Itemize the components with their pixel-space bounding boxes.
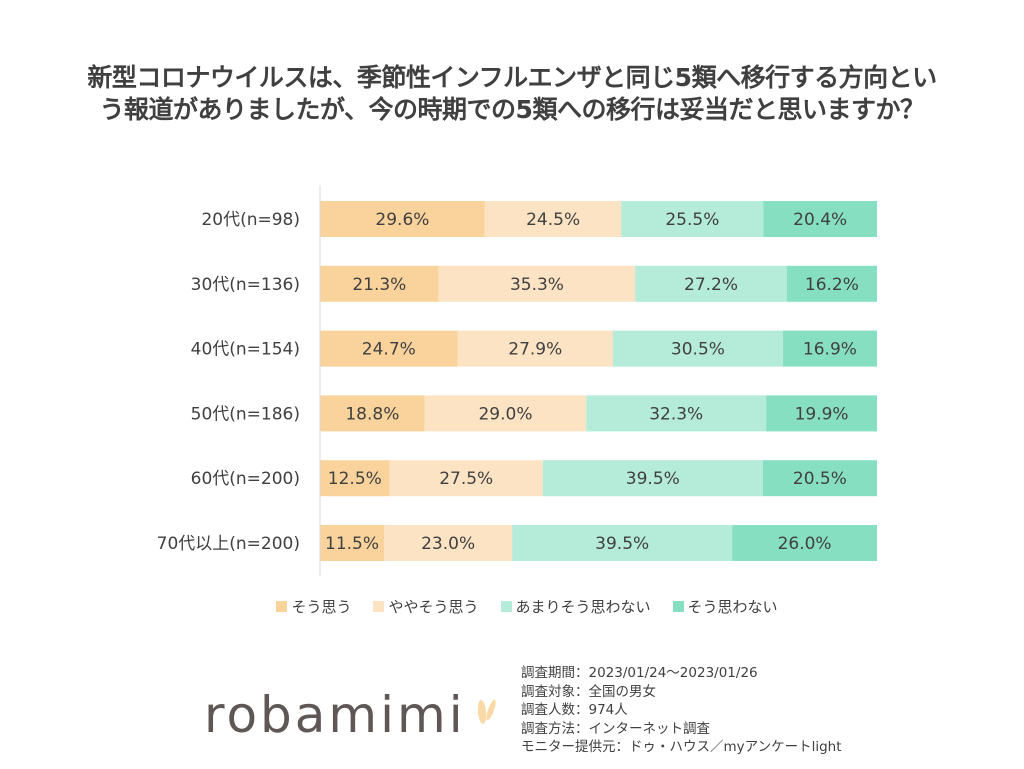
bar-segment bbox=[320, 525, 385, 561]
chart-title: 新型コロナウイルスは、季節性インフルエンザと同じ5類へ移行する方向とい う報道が… bbox=[0, 62, 1024, 126]
bar-segment bbox=[457, 330, 613, 367]
category-label: 70代以上(n=200) bbox=[157, 534, 300, 554]
bar-segment bbox=[424, 395, 587, 432]
data-label: 35.3% bbox=[510, 275, 564, 295]
bar-segment bbox=[763, 201, 877, 237]
robamimi-logo: robamimi bbox=[204, 686, 466, 744]
bar-segment bbox=[786, 265, 877, 302]
legend-label: そう思わない bbox=[687, 598, 778, 616]
legend-label: ややそう思う bbox=[388, 598, 479, 616]
data-label: 39.5% bbox=[626, 469, 680, 489]
bar-segment bbox=[612, 330, 783, 367]
legend-item: あまりそう思わない bbox=[500, 596, 651, 617]
bar-segment bbox=[484, 201, 622, 237]
data-label: 27.9% bbox=[508, 340, 562, 360]
data-label: 25.5% bbox=[665, 210, 719, 230]
data-label: 16.9% bbox=[803, 340, 857, 360]
data-label: 27.5% bbox=[439, 469, 493, 489]
survey-notes: 調査期間：2023/01/24～2023/01/26 調査対象：全国の男女 調査… bbox=[521, 664, 842, 757]
legend-swatch bbox=[500, 601, 512, 612]
data-label: 18.8% bbox=[345, 404, 399, 424]
data-label: 32.3% bbox=[649, 404, 703, 424]
legend-item: ややそう思う bbox=[373, 596, 479, 617]
data-label: 30.5% bbox=[671, 340, 725, 360]
data-label: 23.0% bbox=[421, 534, 475, 554]
category-label: 50代(n=186) bbox=[191, 404, 300, 424]
legend: そう思う ややそう思う あまりそう思わない そう思わない bbox=[0, 596, 1024, 617]
data-label: 26.0% bbox=[778, 534, 832, 554]
legend-label: あまりそう思わない bbox=[515, 598, 651, 616]
bar-segment bbox=[766, 395, 877, 432]
bar-segment bbox=[320, 460, 390, 497]
note-period: 調査期間：2023/01/24～2023/01/26 bbox=[521, 665, 758, 681]
data-label: 16.2% bbox=[805, 275, 859, 295]
legend-label: そう思う bbox=[291, 598, 352, 616]
data-label: 20.4% bbox=[793, 210, 847, 230]
data-label: 24.7% bbox=[362, 340, 416, 360]
data-label: 24.5% bbox=[526, 210, 580, 230]
legend-swatch bbox=[373, 601, 385, 612]
category-label: 20代(n=98) bbox=[201, 210, 300, 230]
data-label: 27.2% bbox=[684, 275, 738, 295]
legend-swatch bbox=[672, 601, 684, 612]
bar-segment bbox=[732, 525, 877, 561]
bar-segment bbox=[320, 395, 425, 432]
stacked-bar-chart: 20代(n=98) 29.6% 24.5% 25.5% 20.4% 30代(n=136) 2… bbox=[157, 185, 877, 576]
note-count: 調査人数：974人 bbox=[521, 702, 628, 718]
bar-segment bbox=[635, 265, 787, 302]
bar-segment bbox=[621, 201, 764, 237]
bar-segment bbox=[438, 265, 636, 302]
note-provider: モニター提供元：ドゥ・ハウス／myアンケートlight bbox=[521, 739, 842, 755]
data-label: 20.5% bbox=[793, 469, 847, 489]
bar-segment bbox=[389, 460, 543, 497]
rabbit-ear-logo-icon bbox=[477, 699, 496, 724]
data-label: 11.5% bbox=[325, 534, 379, 554]
note-target: 調査対象：全国の男女 bbox=[521, 683, 656, 700]
category-label: 40代(n=154) bbox=[191, 340, 300, 360]
data-label: 39.5% bbox=[595, 534, 649, 554]
category-label: 30代(n=136) bbox=[191, 275, 300, 295]
data-label: 21.3% bbox=[352, 275, 406, 295]
data-label: 19.9% bbox=[795, 404, 849, 424]
bar-segment bbox=[384, 525, 513, 561]
legend-swatch bbox=[276, 601, 288, 612]
title-line-1: 新型コロナウイルスは、季節性インフルエンザと同じ5類へ移行する方向とい bbox=[87, 63, 937, 92]
data-label: 29.0% bbox=[478, 404, 532, 424]
legend-item: そう思わない bbox=[672, 596, 778, 617]
bar-segment bbox=[762, 460, 877, 497]
bar-segment bbox=[782, 330, 877, 367]
legend-item: そう思う bbox=[276, 596, 351, 617]
bar-segment bbox=[320, 265, 439, 302]
bar-segment bbox=[320, 330, 458, 367]
bar-segment bbox=[320, 201, 485, 237]
title-line-2: う報道がありましたが、今の時期での5類への移行は妥当だと思いますか？ bbox=[99, 95, 925, 124]
note-method: 調査方法：インターネット調査 bbox=[521, 720, 710, 737]
data-label: 12.5% bbox=[328, 469, 382, 489]
bar-segment bbox=[586, 395, 767, 432]
category-label: 60代(n=200) bbox=[191, 469, 300, 489]
data-label: 29.6% bbox=[375, 210, 429, 230]
bar-segment bbox=[542, 460, 763, 497]
bar-segment bbox=[512, 525, 733, 561]
